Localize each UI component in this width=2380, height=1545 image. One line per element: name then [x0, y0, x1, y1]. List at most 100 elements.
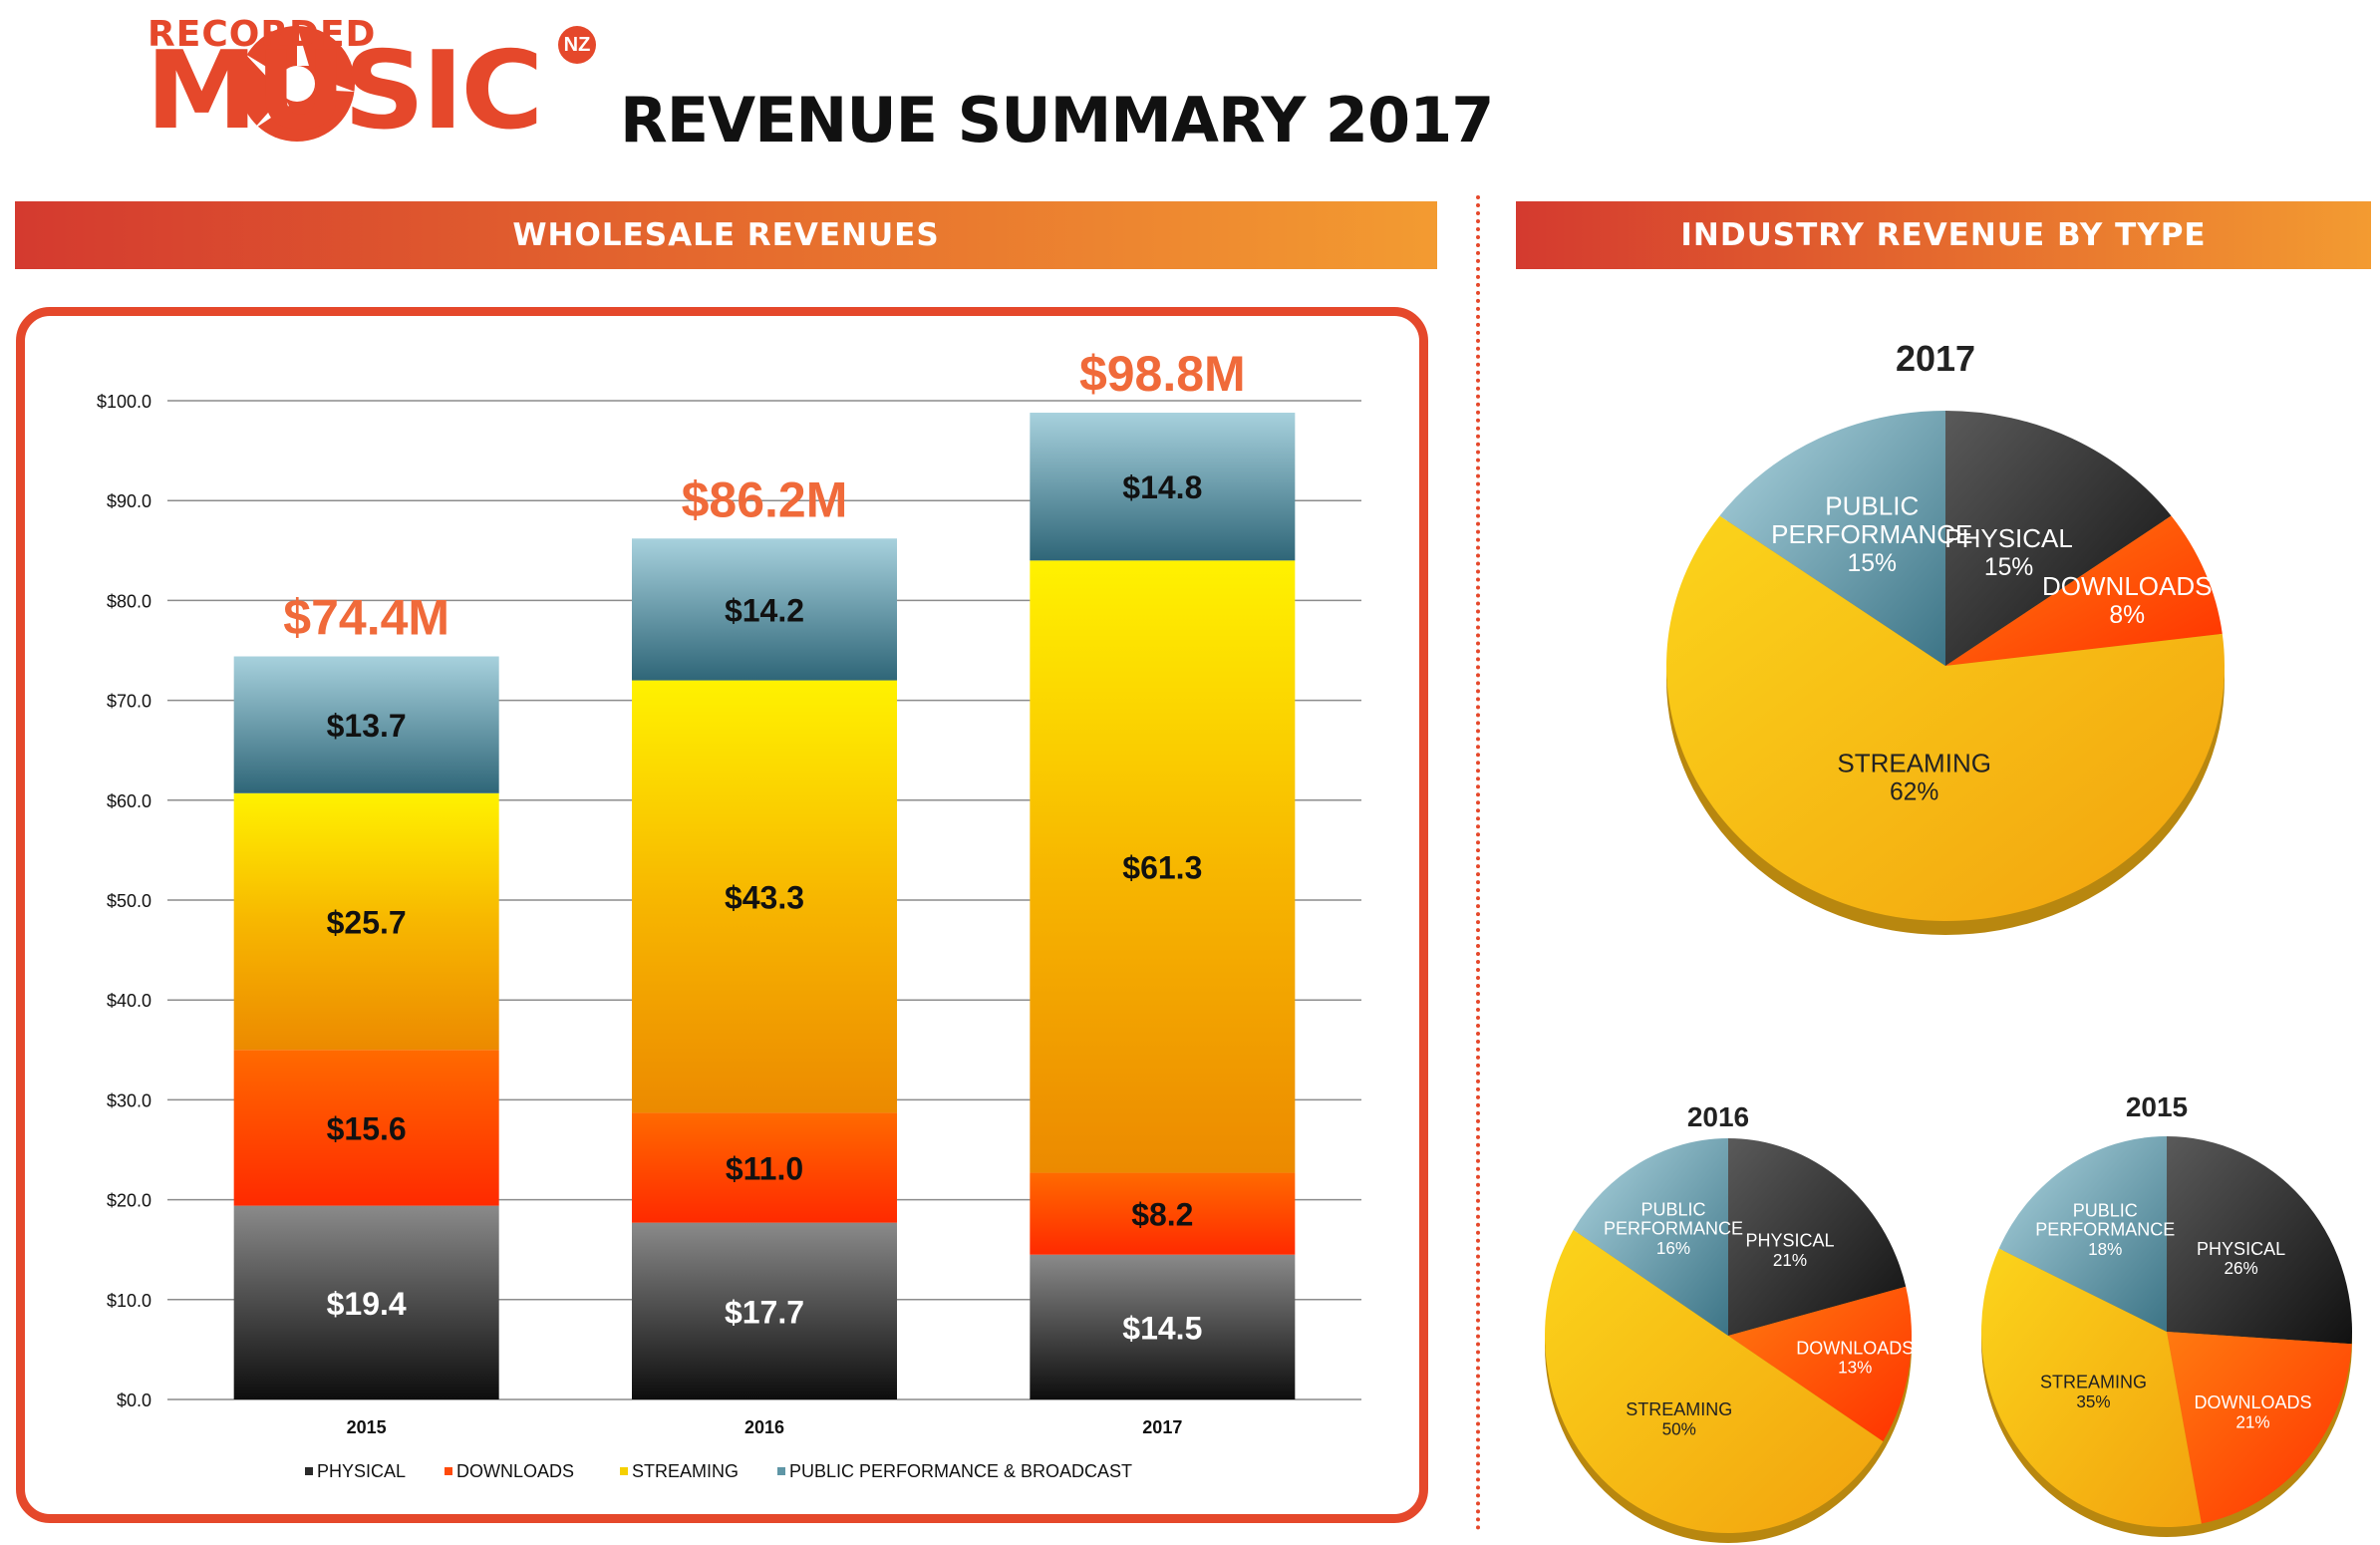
x-tick-label: 2017: [1142, 1417, 1182, 1437]
pie-slice-streaming: [1545, 1229, 1884, 1533]
pie-title: 2017: [1896, 338, 1975, 379]
bar-chart-frame: [16, 307, 1428, 1523]
legend-label: DOWNLOADS: [456, 1461, 574, 1481]
pie-slice-label: 21%: [2235, 1412, 2269, 1431]
pie-slice-label: DOWNLOADS: [2194, 1392, 2311, 1412]
pie-slice-label: STREAMING: [1837, 749, 1991, 778]
y-tick-label: $70.0: [107, 692, 151, 712]
bar-segment-streaming-2016: [632, 680, 897, 1113]
y-tick-label: $20.0: [107, 1191, 151, 1211]
wholesale-revenues-banner: WHOLESALE REVENUES: [15, 201, 1437, 269]
pie-slice-label: PERFORMANCE: [2035, 1220, 2175, 1240]
record-logo-icon: [239, 26, 355, 142]
bar-segment-public-2017: [1030, 413, 1296, 561]
pie-slice-downloads: [1945, 515, 2223, 666]
y-tick-label: $80.0: [107, 591, 151, 611]
logo-music-text: MUSIC: [146, 29, 543, 154]
pie-slice-label: PHYSICAL: [2197, 1239, 2285, 1259]
pie-slice-label: STREAMING: [2040, 1373, 2147, 1392]
x-tick-label: 2015: [347, 1417, 387, 1437]
pie-slice-label: 21%: [1773, 1251, 1807, 1270]
pie-title: 2015: [2126, 1091, 2188, 1122]
pie-slice-physical: [1728, 1138, 1907, 1336]
y-tick-label: $90.0: [107, 491, 151, 511]
y-tick-label: $10.0: [107, 1291, 151, 1311]
bar-segment-public-2016: [632, 538, 897, 681]
pie-slice-physical: [1945, 411, 2172, 666]
bar-value-label: $8.2: [1131, 1197, 1193, 1233]
bar-value-label: $15.6: [327, 1110, 407, 1146]
pie-slice-streaming: [1981, 1248, 2202, 1527]
bar-value-label: $25.7: [327, 905, 407, 941]
pie-slice-downloads: [2167, 1332, 2352, 1524]
pie-slice-label: PHYSICAL: [1944, 523, 2073, 553]
pie-slice-label: DOWNLOADS: [1796, 1338, 1914, 1358]
pie-slice-label: PUBLIC: [2073, 1200, 2138, 1220]
logo-recorded-text: RECORDED: [148, 14, 377, 55]
bar-segment-physical-2017: [1030, 1254, 1296, 1399]
logo-nz-badge: NZ: [558, 26, 596, 64]
pie-slice-label: 8%: [2109, 602, 2145, 629]
x-tick-label: 2016: [744, 1417, 784, 1437]
y-tick-label: $0.0: [117, 1390, 151, 1410]
pie-slice-label: 26%: [2224, 1259, 2257, 1278]
y-tick-label: $40.0: [107, 991, 151, 1011]
bar-segment-streaming-2017: [1030, 560, 1296, 1173]
pie-slice-label: PERFORMANCE: [1604, 1219, 1743, 1239]
bar-value-label: $13.7: [327, 708, 407, 744]
pie-slice-public: [1719, 411, 1945, 666]
bar-segment-downloads-2016: [632, 1112, 897, 1223]
pie-slice-public: [1998, 1135, 2167, 1332]
legend-swatch: [777, 1467, 785, 1475]
page-title: REVENUE SUMMARY 2017: [620, 84, 1494, 156]
pie-slice-label: 35%: [2076, 1392, 2110, 1411]
bar-value-label: $17.7: [725, 1294, 804, 1330]
bar-segment-downloads-2017: [1030, 1172, 1296, 1255]
pie-slice-streaming: [1666, 515, 2226, 921]
bar-value-label: $11.0: [726, 1151, 803, 1187]
bar-segment-public-2015: [233, 656, 499, 793]
y-tick-label: $50.0: [107, 891, 151, 911]
pie-slice-label: 13%: [1838, 1359, 1872, 1378]
revenue-by-type-banner: INDUSTRY REVENUE BY TYPE: [1516, 201, 2371, 269]
bar-total-label: $74.4M: [283, 590, 449, 646]
pie-slice-physical: [2167, 1136, 2352, 1345]
bar-total-label: $86.2M: [682, 471, 848, 527]
wholesale-bar-chart: $0.0 $10.0 $20.0 $30.0 $40.0 $50.0 $60.0 $70.0 $…: [97, 346, 1361, 1481]
pie-slice-label: DOWNLOADS: [2042, 571, 2212, 601]
pie-slice-label: 15%: [1848, 550, 1897, 577]
pie-slice-downloads: [1728, 1286, 1912, 1442]
bar-value-label: $14.2: [725, 592, 804, 628]
pie-slice-label: 16%: [1656, 1239, 1690, 1258]
bar-segment-physical-2016: [632, 1222, 897, 1399]
pie-slice-label: 18%: [2088, 1240, 2122, 1259]
bar-total-label: $98.8M: [1079, 346, 1246, 402]
y-tick-label: $30.0: [107, 1090, 151, 1110]
pie-slice-label: PUBLIC: [1825, 491, 1919, 521]
pie-slice-label: PERFORMANCE: [1771, 519, 1972, 549]
bar-segment-physical-2015: [233, 1205, 499, 1399]
pie-slice-label: PHYSICAL: [1746, 1231, 1835, 1251]
y-tick-label: $60.0: [107, 791, 151, 811]
pie-slice-public: [1573, 1138, 1728, 1336]
legend-label: STREAMING: [632, 1461, 739, 1481]
pie-slice-label: 50%: [1662, 1420, 1696, 1439]
section-divider: [1476, 195, 1480, 1531]
pie-slice-label: 15%: [1984, 554, 2033, 581]
y-tick-label: $100.0: [97, 392, 151, 412]
bar-value-label: $19.4: [327, 1286, 407, 1322]
legend-swatch: [445, 1467, 452, 1475]
legend-swatch: [620, 1467, 628, 1475]
pie-title: 2016: [1687, 1101, 1749, 1132]
legend-label: PUBLIC PERFORMANCE & BROADCAST: [789, 1461, 1132, 1481]
pie-slice-label: PUBLIC: [1641, 1199, 1706, 1219]
legend-label: PHYSICAL: [317, 1461, 406, 1481]
bar-value-label: $14.8: [1122, 469, 1202, 505]
bar-value-label: $61.3: [1122, 849, 1202, 885]
bar-value-label: $43.3: [725, 879, 804, 915]
bar-value-label: $14.5: [1122, 1310, 1202, 1346]
pie-slice-label: 62%: [1890, 779, 1938, 806]
legend-swatch: [305, 1467, 313, 1475]
bar-segment-downloads-2015: [233, 1050, 499, 1206]
